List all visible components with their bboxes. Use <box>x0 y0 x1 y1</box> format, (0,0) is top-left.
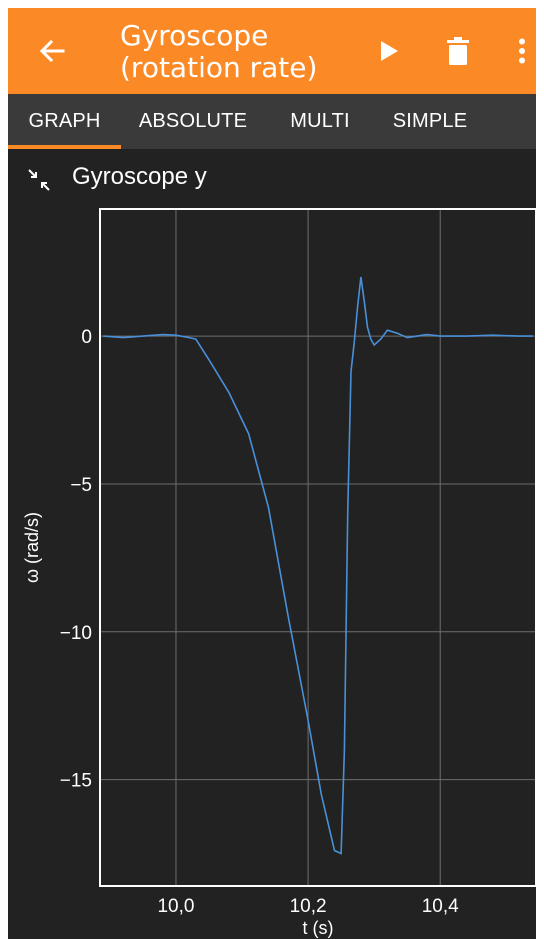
plot-frame <box>99 208 536 887</box>
tab-absolute-label: ABSOLUTE <box>138 110 248 132</box>
y-axis-label: ω (rad/s) <box>22 512 42 583</box>
series-line <box>103 276 533 855</box>
tab-graph-label: GRAPH <box>28 110 101 132</box>
tab-multi[interactable]: MULTI <box>274 94 366 149</box>
more-vert-icon[interactable] <box>508 34 536 68</box>
x-tick-label: 10,4 <box>422 896 459 917</box>
y-tick-label: −15 <box>60 771 92 792</box>
graph-title: Gyroscope y <box>72 163 207 190</box>
x-tick-label: 10,0 <box>157 896 194 917</box>
y-tick-label: −10 <box>60 623 92 644</box>
app-screen: Gyroscope (rotation rate) GRAPH ABSO <box>8 8 536 939</box>
y-tick-label: 0 <box>81 327 92 348</box>
gyroscope-plot[interactable]: 10,0 10,2 10,4 0 −5 −10 −15 t (s) ω (rad/s) <box>8 8 536 939</box>
app-bar: Gyroscope (rotation rate) <box>8 8 536 94</box>
x-tick-label: 10,2 <box>290 896 327 917</box>
tab-graph[interactable]: GRAPH <box>8 94 121 149</box>
trash-icon[interactable] <box>444 34 472 68</box>
tick-labels: 10,0 10,2 10,4 0 −5 −10 −15 <box>60 327 459 917</box>
title-line-2: (rotation rate) <box>120 51 318 84</box>
tab-multi-label: MULTI <box>290 110 350 132</box>
title-line-1: Gyroscope <box>120 19 269 52</box>
arrow-left-icon[interactable] <box>32 33 72 69</box>
x-axis-label: t (s) <box>303 918 334 938</box>
tab-simple-label: SIMPLE <box>392 110 468 132</box>
grid-lines <box>100 209 536 886</box>
graph-header: Gyroscope y <box>8 149 536 205</box>
tab-absolute[interactable]: ABSOLUTE <box>122 94 264 149</box>
tab-bar: GRAPH ABSOLUTE MULTI SIMPLE <box>8 94 536 149</box>
tab-simple[interactable]: SIMPLE <box>378 94 482 149</box>
page-title: Gyroscope (rotation rate) <box>120 20 317 84</box>
y-tick-label: −5 <box>70 475 92 496</box>
play-icon[interactable] <box>374 36 404 66</box>
collapse-arrows-icon[interactable] <box>26 167 52 193</box>
